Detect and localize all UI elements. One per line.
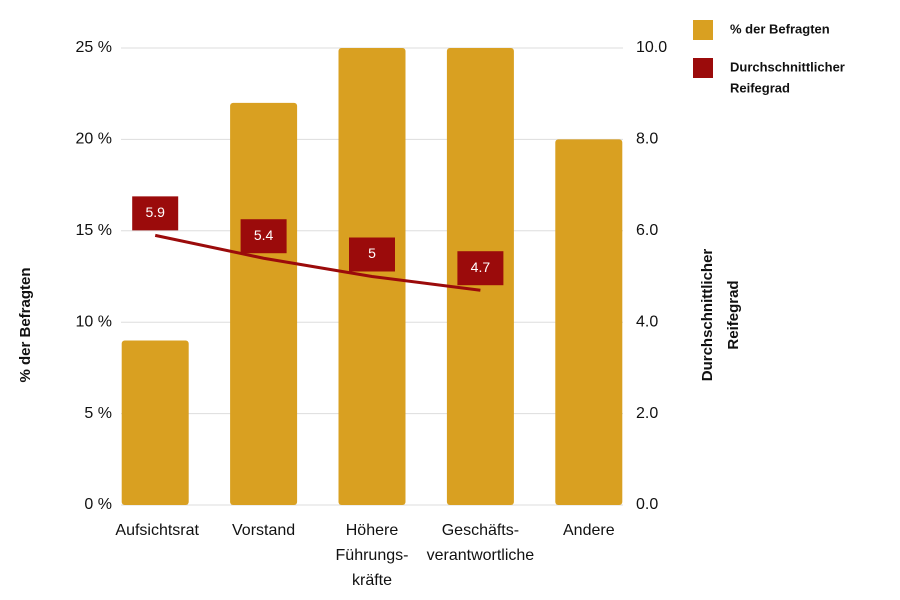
data-label: 5.9 (145, 204, 165, 220)
y-axis-title: % der Befragten (17, 267, 34, 382)
x-tick-label: kräfte (352, 572, 392, 589)
y-tick-label: 15 % (76, 222, 112, 239)
x-tick-label: verantwortliche (427, 547, 535, 564)
y-tick-label: 25 % (76, 39, 112, 56)
y-tick-label: 10 % (76, 313, 112, 330)
bar (230, 102, 298, 505)
y2-tick-label: 0.0 (636, 496, 658, 513)
x-tick-label: Geschäfts- (442, 522, 519, 539)
data-label: 5.4 (254, 227, 274, 243)
data-label: 4.7 (471, 259, 491, 275)
bar (121, 340, 189, 505)
data-label-box (132, 196, 179, 231)
y-tick-label: 20 % (76, 131, 112, 148)
data-label-box (457, 251, 504, 286)
y2-tick-label: 6.0 (636, 222, 658, 239)
x-tick-label: Andere (563, 522, 615, 539)
data-label-box (349, 237, 395, 272)
data-label-box (240, 219, 287, 254)
y-tick-label: 0 % (84, 496, 112, 513)
y2-tick-label: 8.0 (636, 131, 658, 148)
data-label: 5 (368, 245, 376, 261)
legend-swatch (693, 58, 713, 78)
bar (555, 139, 623, 505)
y-tick-label: 5 % (84, 405, 112, 422)
x-tick-label: Vorstand (232, 522, 295, 539)
legend-label: % der Befragten (730, 21, 830, 36)
line (154, 233, 481, 292)
y2-axis-title: Reifegrad (725, 280, 742, 349)
legend-swatch (693, 20, 713, 40)
y2-tick-label: 2.0 (636, 405, 658, 422)
x-tick-label: Führungs- (336, 547, 409, 564)
legend-label: Durchschnittlicher (730, 59, 845, 74)
y2-axis-title: Durchschnittlicher (699, 249, 716, 382)
x-tick-label: Höhere (346, 522, 399, 539)
y2-tick-label: 10.0 (636, 39, 667, 56)
legend-label: Reifegrad (730, 80, 790, 95)
y2-tick-label: 4.0 (636, 313, 658, 330)
x-tick-label: Aufsichtsrat (115, 522, 199, 539)
